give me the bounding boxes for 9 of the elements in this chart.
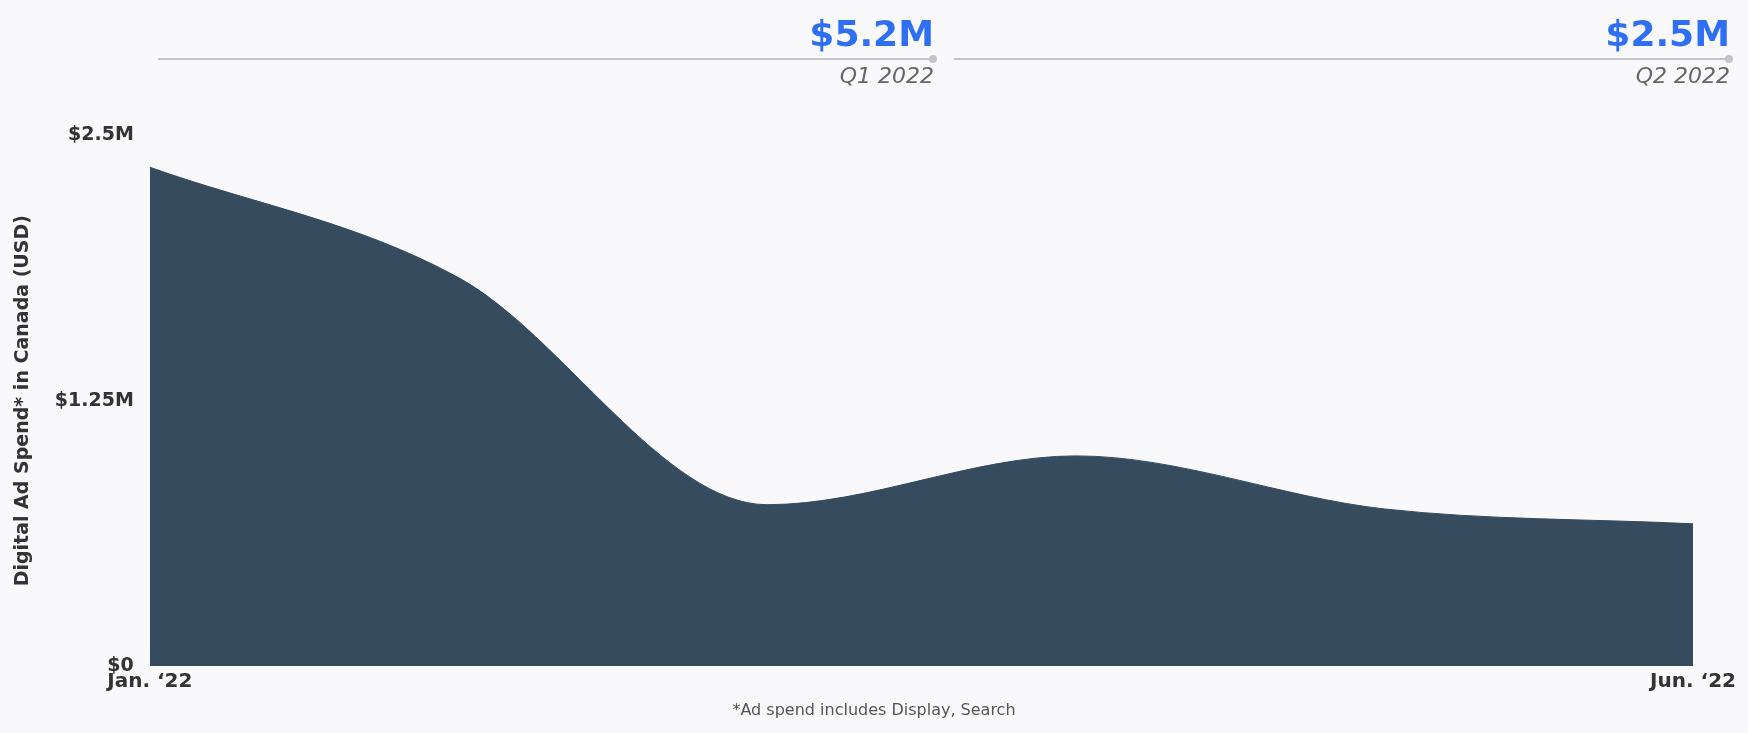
x-tick-label: Jun. ‘22 [1648, 668, 1737, 693]
text: $2.5M [1604, 12, 1730, 56]
text: Q1 2022 [838, 62, 934, 90]
y-axis-title: Digital Ad Spend* in Canada (USD) [10, 215, 33, 587]
y-tick-label: $1.25M [54, 387, 134, 410]
text: *Ad spend includes Display, Search [731, 699, 1017, 721]
text: Q2 2022 [1634, 62, 1730, 90]
text: $5.2M [808, 12, 934, 56]
y-tick-label: $2.5M [68, 122, 134, 145]
